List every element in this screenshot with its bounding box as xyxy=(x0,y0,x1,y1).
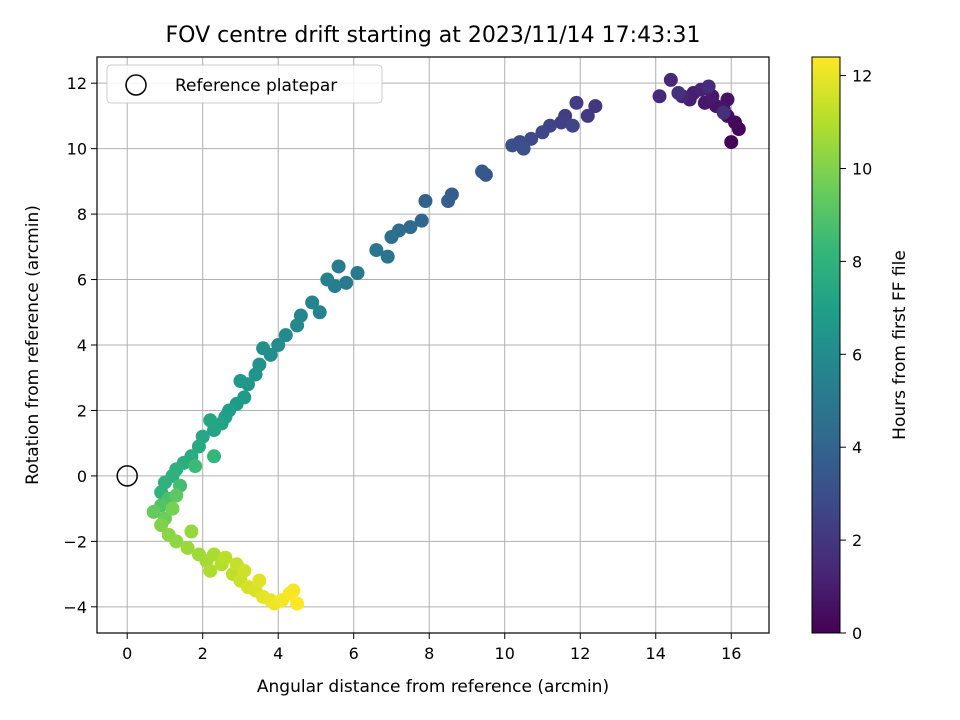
data-point xyxy=(524,131,539,146)
chart-title: FOV centre drift starting at 2023/11/14 … xyxy=(166,23,701,48)
data-point xyxy=(233,374,248,388)
data-point xyxy=(414,213,429,228)
data-point xyxy=(184,524,199,539)
data-point xyxy=(384,230,399,244)
data-point xyxy=(290,318,305,333)
data-point xyxy=(154,518,169,532)
x-tick-label: 12 xyxy=(570,644,590,663)
y-tick-label: −2 xyxy=(63,532,87,551)
data-point xyxy=(671,86,686,100)
data-point xyxy=(169,534,184,549)
y-tick-label: 8 xyxy=(77,205,87,224)
y-axis-ticks: −4 −2 0 2 4 6 8 10 12 xyxy=(63,74,97,617)
data-point xyxy=(169,488,184,503)
data-point xyxy=(350,266,365,280)
colorbar-tick-label: 2 xyxy=(852,531,862,550)
data-point xyxy=(320,272,335,287)
data-point xyxy=(724,135,739,150)
x-tick-label: 6 xyxy=(349,644,359,663)
data-point xyxy=(218,550,233,565)
data-point xyxy=(380,249,395,264)
y-axis-label: Rotation from reference (arcmin) xyxy=(23,205,43,485)
data-point xyxy=(180,540,195,555)
data-point xyxy=(475,164,490,179)
y-tick-label: 0 xyxy=(77,467,87,486)
y-tick-label: 6 xyxy=(77,271,87,290)
data-point xyxy=(535,125,550,140)
y-tick-label: 2 xyxy=(77,401,87,420)
colorbar-tick-label: 4 xyxy=(852,438,862,457)
legend-entry-reference-platepar: Reference platepar xyxy=(175,76,337,96)
y-tick-label: 10 xyxy=(67,140,87,159)
data-point xyxy=(701,79,716,94)
reference-platepar-marker xyxy=(116,465,138,487)
x-tick-label: 8 xyxy=(424,644,434,663)
data-point xyxy=(580,108,595,123)
data-point xyxy=(237,563,252,578)
data-point xyxy=(339,275,354,290)
data-point xyxy=(569,95,584,110)
x-tick-label: 14 xyxy=(646,644,666,663)
x-tick-label: 2 xyxy=(198,644,208,663)
colorbar-tick-label: 8 xyxy=(852,252,862,271)
data-point xyxy=(554,115,569,130)
data-point xyxy=(146,504,161,519)
data-point xyxy=(588,99,603,114)
x-tick-label: 10 xyxy=(495,644,515,663)
data-point xyxy=(203,413,218,428)
data-point xyxy=(663,72,678,87)
data-point xyxy=(207,449,222,464)
colorbar-tick-label: 0 xyxy=(852,624,862,643)
data-point xyxy=(248,367,263,382)
data-point xyxy=(207,547,222,562)
data-point xyxy=(256,341,271,356)
colorbar-tick-label: 12 xyxy=(852,67,872,86)
y-tick-label: 12 xyxy=(67,74,87,93)
data-point xyxy=(331,259,346,274)
colorbar-ticks: 0 2 4 6 8 10 12 xyxy=(840,67,872,643)
y-tick-label: −4 xyxy=(63,598,87,617)
data-point xyxy=(720,92,735,107)
data-point xyxy=(252,573,267,588)
data-point xyxy=(565,118,580,133)
data-point xyxy=(290,596,305,611)
colorbar: 0 2 4 6 8 10 12 Hours from first FF file xyxy=(811,56,910,643)
data-point xyxy=(271,338,286,352)
grid-lines xyxy=(97,57,769,633)
data-points xyxy=(146,72,746,611)
legend-box xyxy=(106,64,383,104)
x-tick-label: 0 xyxy=(122,644,132,663)
colorbar-tick-label: 6 xyxy=(852,345,862,364)
y-tick-label: 4 xyxy=(77,336,87,355)
data-point xyxy=(716,105,731,120)
data-point xyxy=(403,220,418,235)
data-point xyxy=(191,439,206,454)
data-point xyxy=(286,583,301,598)
legend-marker xyxy=(125,74,147,96)
x-axis-label: Angular distance from reference (arcmin) xyxy=(257,677,609,697)
data-point xyxy=(203,563,218,578)
colorbar-gradient xyxy=(811,56,841,634)
data-point xyxy=(418,194,433,208)
data-point xyxy=(652,89,667,104)
data-point xyxy=(516,141,531,156)
data-point xyxy=(505,138,520,153)
colorbar-tick-label: 10 xyxy=(852,159,872,178)
data-point xyxy=(305,295,320,310)
legend: Reference platepar xyxy=(106,64,383,104)
x-tick-label: 16 xyxy=(721,644,741,663)
x-axis-ticks: 0 2 4 6 8 10 12 14 16 xyxy=(122,633,741,663)
data-point xyxy=(441,194,456,208)
data-point xyxy=(369,243,384,258)
data-point xyxy=(165,501,180,516)
colorbar-label: Hours from first FF file xyxy=(890,250,910,440)
x-tick-label: 4 xyxy=(273,644,283,663)
data-point xyxy=(188,459,203,474)
data-point xyxy=(312,305,327,320)
data-point xyxy=(278,328,293,343)
